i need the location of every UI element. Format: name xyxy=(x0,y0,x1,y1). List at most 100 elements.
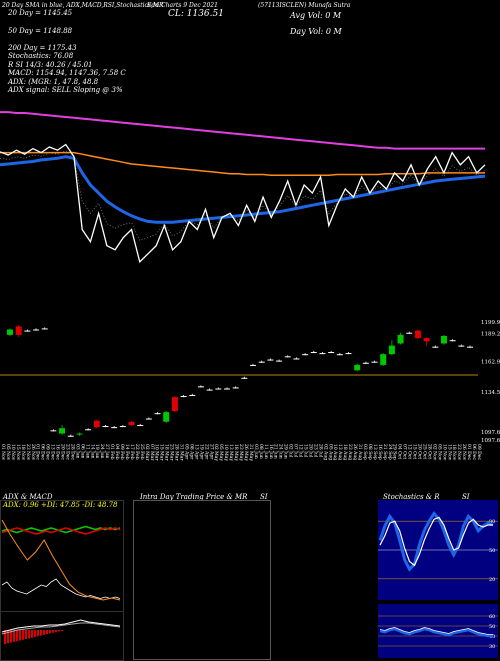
x-date-label: 02 Mar xyxy=(144,444,150,461)
candle-body xyxy=(302,354,309,356)
candle-body xyxy=(458,345,465,347)
candle-y-tick: 1097.64 xyxy=(481,430,500,436)
macd-line xyxy=(1,619,121,633)
x-date-label: 03 Jan xyxy=(74,444,80,459)
x-date-label: 28 Mar xyxy=(174,444,180,461)
x-date-label: 10 Nov xyxy=(441,444,447,461)
x-date-label: 21 Jun xyxy=(273,444,279,459)
stoch-k-line xyxy=(378,510,494,572)
close-price-label: CL: 1136.51 xyxy=(168,9,224,19)
sma20-label: 20 Day = 1145.45 xyxy=(8,9,73,17)
candle-body xyxy=(76,433,83,435)
macd-histogram-bar xyxy=(16,630,18,642)
x-date-label: 15 Nov xyxy=(446,444,452,461)
sma50-line xyxy=(0,151,485,177)
candle-body xyxy=(50,430,57,432)
x-date-label: 18 Mar xyxy=(164,444,170,461)
x-date-label: 04 Feb xyxy=(114,444,120,460)
x-date-label: 02 Nov xyxy=(431,444,437,461)
candle-body xyxy=(163,412,170,422)
x-date-label: 13 Apr xyxy=(193,444,199,460)
candle-body xyxy=(232,387,239,389)
macd-histogram-bar xyxy=(40,630,42,636)
header-line1-mid: Edu Charts 9 Dec 2021 xyxy=(147,2,218,9)
x-date-label: 19 Jan xyxy=(94,444,100,459)
candle-body xyxy=(111,427,118,429)
adx-macd-title: ADX & MACD xyxy=(3,493,53,501)
candle-body xyxy=(128,421,135,425)
x-date-label: 26 May xyxy=(243,444,249,461)
x-date-label: 10 May xyxy=(223,444,229,461)
x-date-label: 28 Dec xyxy=(69,444,75,460)
rsi-readout: R SI 14/3: 40.26 / 45.01 xyxy=(8,61,93,69)
x-date-label: 20 Oct xyxy=(417,444,423,459)
macd-histogram-bar xyxy=(46,630,48,635)
candle-body xyxy=(119,426,126,428)
candle-body xyxy=(371,361,378,363)
x-date-label: 24 Jun xyxy=(278,444,284,459)
macd-histogram-bar xyxy=(52,630,54,633)
x-date-label: 20 Dec xyxy=(60,444,66,460)
x-date-label: 12 Jul xyxy=(298,444,304,458)
x-date-label: 09 Feb xyxy=(119,444,125,460)
x-date-label: 15 Jul xyxy=(303,444,309,458)
x-date-label: 27 Jan xyxy=(104,444,110,459)
adx-plus-di-line xyxy=(1,525,121,534)
candle-body xyxy=(423,338,430,342)
candle-y-tick: 1134.57 xyxy=(481,390,500,396)
candle-body xyxy=(310,352,317,354)
candle-body xyxy=(215,388,222,390)
x-date-label: 08 Jun xyxy=(258,444,264,459)
candle-body xyxy=(223,388,230,390)
candle-body xyxy=(319,353,326,355)
x-date-label: 05 May xyxy=(218,444,224,461)
macd-histogram-bar xyxy=(13,630,15,642)
x-date-label: 10 Aug xyxy=(332,444,338,460)
candle-body xyxy=(276,360,283,362)
macd-histogram-bar xyxy=(61,630,63,631)
adx-signal-readout: ADX signal: SELL Sloping @ 3% xyxy=(8,86,123,94)
candle-body xyxy=(137,424,144,426)
candle-body xyxy=(380,354,387,365)
candle-body xyxy=(41,328,48,330)
x-date-label: 23 Nov xyxy=(456,444,462,461)
candle-body xyxy=(180,396,187,398)
x-date-label: 21 Sep xyxy=(382,444,388,460)
day-volume-label: Day Vol: 0 M xyxy=(290,27,342,36)
x-date-label: 23 Mar xyxy=(169,444,175,461)
stoch-tick-label: 20 xyxy=(489,577,495,583)
x-date-label: 01 Feb xyxy=(109,444,115,460)
candle-body xyxy=(67,435,74,437)
x-date-label: 02 Aug xyxy=(322,444,328,460)
macd-histogram-bar xyxy=(22,630,24,640)
adx-panel-readout: ADX: 0.96 +DI: 47.85 -DI: 48.78 xyxy=(3,501,118,509)
candle-body xyxy=(258,361,265,363)
x-date-label: 08 Sep xyxy=(367,444,373,460)
rsi-line xyxy=(379,627,493,638)
sma50-label: 50 Day = 1148.88 xyxy=(8,27,73,35)
candle-body xyxy=(362,362,369,364)
stochastics-readout: Stochastics: 76.08 xyxy=(8,52,74,60)
macd-histogram-bar xyxy=(7,630,9,644)
x-date-label: 05 Nov xyxy=(436,444,442,461)
x-date-label: 02 Jul xyxy=(288,444,294,458)
x-date-label: 13 Sep xyxy=(372,444,378,460)
x-date-label: 19 Apr xyxy=(198,444,204,460)
macd-signal-line xyxy=(1,622,121,635)
candle-body xyxy=(59,428,66,434)
x-date-label: 23 May xyxy=(238,444,244,461)
candle-body xyxy=(345,353,352,355)
x-date-label: 24 Jan xyxy=(99,444,105,459)
price-line xyxy=(0,143,486,264)
candle-body xyxy=(7,329,13,335)
x-date-label: 04 Oct xyxy=(397,444,403,459)
x-date-label: 23 Dec xyxy=(65,444,71,460)
x-date-label: 29 Sep xyxy=(392,444,398,460)
x-date-label: 06 Dec xyxy=(40,444,46,460)
x-date-label: 09 Dec xyxy=(476,444,482,460)
x-date-label: 06 Jan xyxy=(79,444,85,459)
x-date-label: 13 Aug xyxy=(337,444,343,460)
x-date-label: 03 Sep xyxy=(362,444,368,460)
x-date-label: 28 Jul xyxy=(317,444,323,458)
candle-body xyxy=(250,364,257,366)
